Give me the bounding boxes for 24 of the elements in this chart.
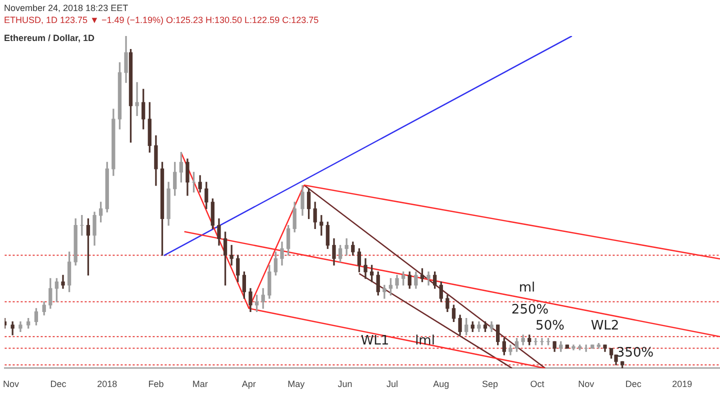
x-tick-label: Jun bbox=[338, 379, 352, 390]
annotation: 350% bbox=[616, 345, 654, 360]
x-tick-label: Apr bbox=[242, 379, 256, 390]
annotation: 250% bbox=[511, 302, 549, 318]
annotation: WL1 bbox=[360, 333, 390, 348]
chart-title: ETHUSD, 1D 123.75 ▼ −1.49 (−1.19%) O:125.23 H:130.50 L:122.59 C:123.75 bbox=[4, 14, 319, 26]
annotation: WL2 bbox=[590, 318, 620, 334]
x-tick-label: Dec bbox=[50, 379, 67, 390]
annotation: 50% bbox=[536, 318, 564, 334]
x-tick-label: Oct bbox=[530, 379, 545, 390]
x-tick-label: Nov bbox=[578, 379, 595, 390]
x-tick-label: May bbox=[288, 379, 306, 390]
x-tick-label: Nov bbox=[2, 379, 20, 390]
x-tick-label: Aug bbox=[433, 379, 450, 390]
x-tick-label: Mar bbox=[192, 379, 208, 390]
x-tick-label: Sep bbox=[482, 379, 498, 390]
x-tick-label: 2018 bbox=[97, 379, 118, 390]
chart-subtitle: Ethereum / Dollar, 1D bbox=[4, 32, 96, 44]
annotation: ml bbox=[518, 280, 536, 296]
text: November 24, 2018 18:23 EET bbox=[4, 2, 130, 14]
x-tick-label: Dec bbox=[625, 379, 642, 390]
x-tick-label: Feb bbox=[148, 379, 164, 390]
x-tick-label: Jul bbox=[386, 379, 398, 390]
x-tick-label: 2019 bbox=[672, 379, 692, 390]
